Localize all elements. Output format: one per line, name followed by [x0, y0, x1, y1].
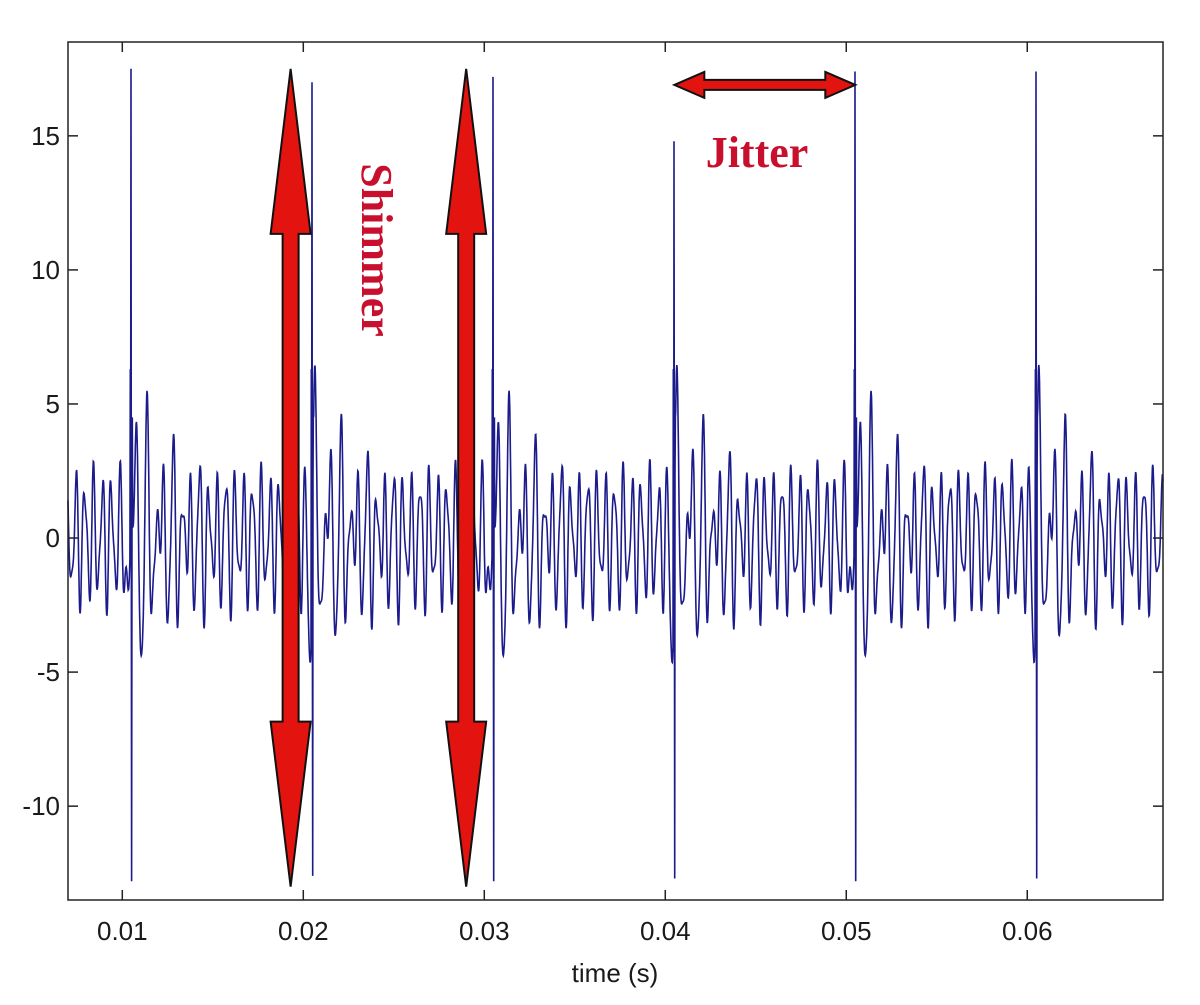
y-tick-label: 5: [46, 389, 60, 419]
plot-background: [68, 42, 1163, 900]
y-tick-label: 10: [31, 255, 60, 285]
jitter-label: Jitter: [706, 128, 809, 177]
x-axis-label: time (s): [572, 958, 659, 988]
x-tick-label: 0.06: [1002, 916, 1053, 946]
x-tick-label: 0.04: [640, 916, 691, 946]
waveform: [67, 68, 1164, 882]
annotations: [269, 68, 858, 887]
y-tick-label: 15: [31, 121, 60, 151]
x-tick-label: 0.05: [821, 916, 872, 946]
y-tick-label: -5: [37, 657, 60, 687]
shimmer-arrow: [445, 68, 488, 887]
jitter-arrow: [671, 70, 858, 100]
y-tick-label: -10: [22, 791, 60, 821]
x-tick-label: 0.01: [97, 916, 148, 946]
x-tick-label: 0.02: [278, 916, 329, 946]
shimmer-label: Shimmer: [352, 163, 401, 337]
plot-frame: [67, 41, 1164, 901]
y-tick-label: 0: [46, 523, 60, 553]
waveform-line: [67, 68, 1164, 882]
x-tick-label: 0.03: [459, 916, 510, 946]
axis-ticks: 0.01 0.02 0.03 0.04 0.05 0.06 -10 -5 0 5 10 15: [22, 42, 1163, 946]
shimmer-arrow: [269, 68, 312, 887]
